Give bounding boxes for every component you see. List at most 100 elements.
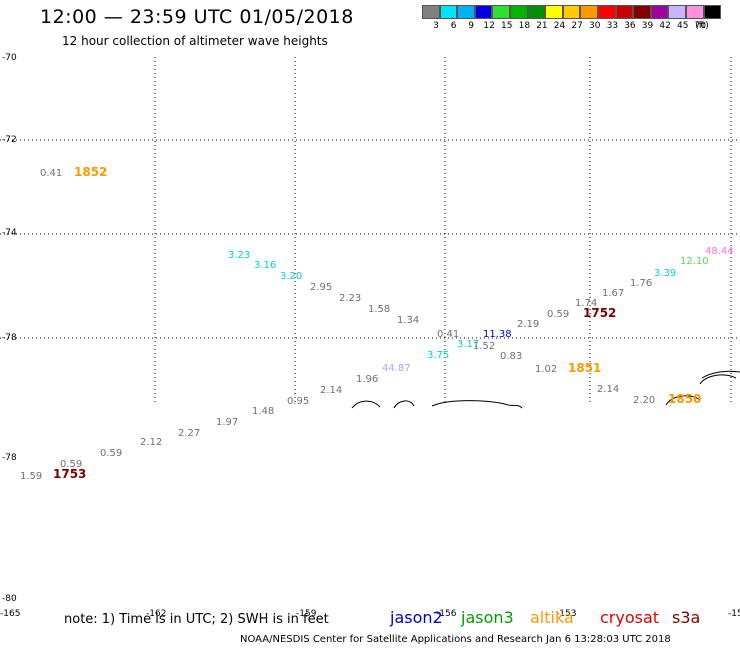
scale-label: 6 (450, 21, 457, 31)
wave-height-value: 1.02 (535, 364, 557, 375)
scale-swatch (474, 5, 493, 19)
scale-label: 42 (659, 21, 671, 31)
wave-height-value: 0.59 (60, 459, 82, 470)
pass-time-label: 1753 (53, 467, 86, 481)
wave-height-value: 0.83 (500, 351, 522, 362)
latitude-label: -74 (2, 228, 17, 238)
wave-height-value: 1.96 (356, 374, 378, 385)
scale-label: 39 (641, 21, 654, 31)
wave-height-value: 3.16 (254, 260, 276, 271)
latitude-label: -72 (2, 135, 17, 145)
coastline (699, 374, 737, 385)
color-scale-labels: 3 6 9 12 15 18 21 24 27 30 33 36 39 42 45 70 (ft) (422, 21, 740, 33)
scale-label: 45 (677, 21, 689, 31)
page-title: 12:00 — 23:59 UTC 01/05/2018 (40, 6, 354, 28)
pass-time-label: 1850 (668, 392, 701, 406)
wave-height-value: 2.20 (633, 395, 655, 406)
legend-altika: altika (530, 608, 574, 627)
legend-cryosat: cryosat (600, 608, 660, 627)
scale-swatch (492, 5, 510, 19)
credit-line: NOAA/NESDIS Center for Satellite Applica… (240, 634, 671, 645)
scale-swatch (439, 5, 458, 19)
longitude-label: -165 (0, 609, 20, 619)
coastline (701, 370, 740, 379)
scale-label: 70 (694, 21, 707, 31)
wave-height-value: 2.14 (597, 384, 619, 395)
scale-label: 12 (483, 21, 495, 31)
wave-height-value: 0.59 (547, 309, 569, 320)
footer-note: note: 1) Time is in UTC; 2) SWH is in fe… (64, 612, 329, 627)
wave-height-value: 44.87 (382, 363, 411, 374)
wave-height-value: 0.41 (40, 168, 62, 179)
coastline (431, 400, 523, 409)
scale-label: 27 (571, 21, 583, 31)
wave-height-value: 48.44 (705, 246, 734, 257)
scale-swatch (685, 5, 704, 19)
wave-height-value: 1.34 (397, 315, 419, 326)
page-subtitle: 12 hour collection of altimeter wave hei… (62, 34, 328, 48)
scale-swatch (562, 5, 581, 19)
wave-height-value: 2.14 (320, 385, 342, 396)
wave-height-value: 3.23 (228, 250, 250, 261)
legend-s3a: s3a (672, 608, 701, 627)
wave-height-value: 1.59 (20, 471, 42, 482)
wave-height-value: 2.27 (178, 428, 200, 439)
scale-swatch (509, 5, 528, 19)
wave-height-value: 0.41 (437, 329, 459, 340)
scale-swatch (580, 5, 598, 19)
latitude-label: -78 (2, 453, 17, 463)
wave-height-value: 0.59 (100, 448, 122, 459)
pass-time-label: 1851 (568, 361, 601, 375)
wave-height-value: 11.38 (483, 329, 512, 340)
scale-swatch (457, 5, 475, 19)
wave-height-value: 3.39 (654, 268, 676, 279)
wave-height-value: 1.48 (252, 406, 274, 417)
wave-height-value: 2.19 (517, 319, 539, 330)
scale-label: 3 (433, 21, 439, 31)
pass-time-label: 1752 (583, 306, 616, 320)
scale-swatch (597, 5, 616, 19)
latitude-label: -78 (2, 333, 17, 343)
scale-label: 18 (518, 21, 531, 31)
pass-time-label: 1852 (74, 165, 107, 179)
scale-unit-label: (ft) (695, 21, 709, 31)
scale-label: 33 (606, 21, 619, 31)
scale-swatch (633, 5, 651, 19)
wave-height-color-scale (422, 5, 722, 19)
longitude-label: -153 (556, 609, 576, 619)
longitude-label: -159 (296, 609, 317, 619)
scale-label: 15 (501, 21, 513, 31)
scale-label: 24 (553, 21, 566, 31)
scale-swatch (703, 5, 722, 19)
wave-height-value: 3.75 (427, 350, 449, 361)
legend-jason2: jason2 (390, 608, 443, 627)
longitude-label: -162 (146, 609, 166, 619)
scale-swatch (668, 5, 686, 19)
legend-jason3: jason3 (461, 608, 514, 627)
scale-label: 30 (589, 21, 601, 31)
longitude-label: -156 (436, 609, 457, 619)
scale-swatch (545, 5, 563, 19)
scale-swatch (615, 5, 634, 19)
latitude-label: -70 (2, 53, 17, 63)
scale-label: 21 (536, 21, 548, 31)
wave-height-value: 3.17 (457, 339, 479, 350)
wave-height-value: 12.10 (680, 256, 709, 267)
scale-swatch (422, 5, 440, 19)
wave-height-value: 1.52 (473, 341, 495, 352)
scale-label: 36 (624, 21, 636, 31)
wave-height-value: 1.97 (216, 417, 238, 428)
wave-height-value: 2.95 (310, 282, 332, 293)
latitude-label: -80 (2, 594, 17, 604)
wave-height-value: 1.74 (575, 298, 597, 309)
wave-height-value: 1.76 (630, 278, 652, 289)
scale-label: 9 (468, 21, 475, 31)
wave-height-value: 1.58 (368, 304, 390, 315)
scale-swatch (650, 5, 669, 19)
coastline (665, 395, 701, 406)
wave-height-value: 1.67 (602, 288, 624, 299)
coastline (351, 400, 381, 409)
coastline (393, 400, 415, 409)
